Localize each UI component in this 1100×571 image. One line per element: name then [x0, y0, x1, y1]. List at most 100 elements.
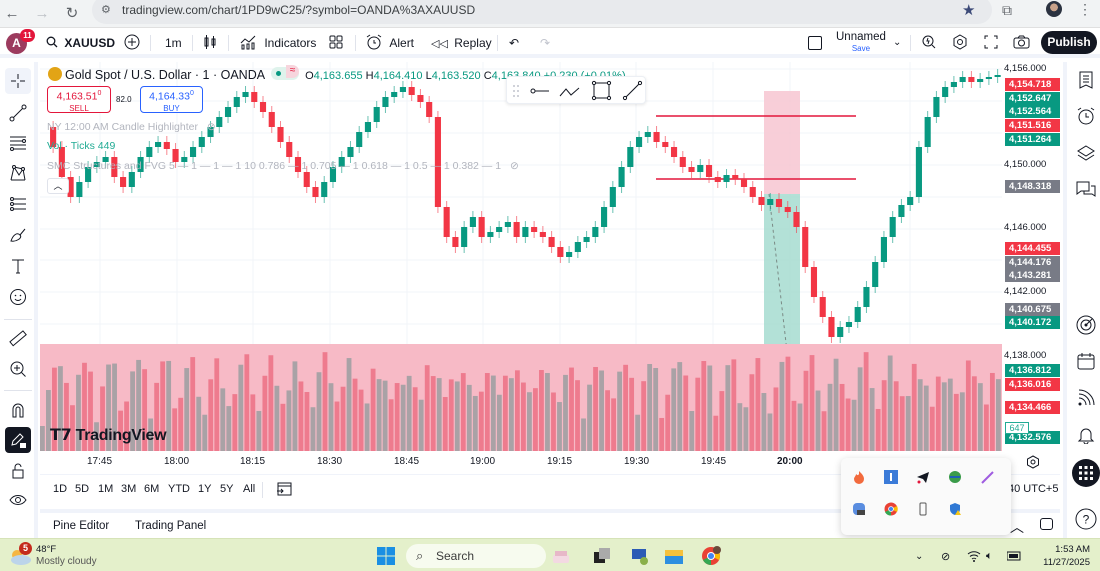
- clock[interactable]: 1:53 AM 11/27/2025: [1043, 544, 1090, 568]
- tab-pine-editor[interactable]: Pine Editor: [53, 520, 110, 532]
- compare-symbol-button[interactable]: [124, 28, 140, 58]
- snapshot-button[interactable]: [1013, 28, 1030, 58]
- layout-name-button[interactable]: Unnamed Save: [836, 31, 886, 55]
- bookmark-star-icon[interactable]: ★: [962, 2, 976, 19]
- network-globe-icon[interactable]: [947, 469, 963, 485]
- chrome-icon[interactable]: [883, 501, 899, 517]
- weather-widget[interactable]: 5 48°F Mostly cloudy: [8, 542, 97, 567]
- indicator-smc[interactable]: SMC Structures and FVG 5 — 1 — 1 — 1 10 …: [47, 160, 519, 172]
- fib-tool[interactable]: [5, 130, 31, 156]
- feather-pen-icon[interactable]: [979, 469, 995, 485]
- lock-all-tool[interactable]: [5, 458, 31, 484]
- trendline-tool[interactable]: [5, 100, 31, 126]
- pattern-tool[interactable]: [5, 160, 31, 186]
- layout-dropdown[interactable]: ⌄: [893, 28, 901, 58]
- alerts-button[interactable]: [1073, 103, 1099, 129]
- more-menu-icon[interactable]: ⋮: [1078, 1, 1092, 17]
- extensions-icon[interactable]: ⧉: [1002, 2, 1012, 18]
- chart-type-button[interactable]: [203, 28, 217, 58]
- info-app-icon[interactable]: [883, 469, 899, 485]
- axis-settings-icon[interactable]: [1026, 455, 1040, 474]
- volume-icon[interactable]: 🔈︎: [986, 549, 993, 562]
- calendar-button[interactable]: [1073, 348, 1099, 374]
- chrome-taskbar-icon[interactable]: [701, 545, 721, 567]
- lock-drawings-tool[interactable]: [5, 427, 31, 453]
- chats-button[interactable]: [1073, 177, 1099, 203]
- emoji-tool[interactable]: [5, 284, 31, 310]
- object-tree-button[interactable]: [1073, 140, 1099, 166]
- range-5y[interactable]: 5Y: [220, 483, 234, 495]
- timezone-label[interactable]: 40 UTC+5: [1008, 483, 1059, 495]
- apps-grid-button[interactable]: [1072, 459, 1100, 487]
- eye-hidden-icon[interactable]: ⊘: [206, 121, 216, 133]
- file-explorer-icon[interactable]: [665, 545, 683, 567]
- zoom-tool[interactable]: [5, 356, 31, 382]
- range-ytd[interactable]: YTD: [168, 483, 190, 495]
- usb-drive-icon[interactable]: [915, 501, 931, 517]
- profile-avatar[interactable]: [1046, 1, 1062, 17]
- eye-hidden-icon[interactable]: ⊘: [510, 160, 519, 172]
- screener-button[interactable]: [1073, 312, 1099, 338]
- news-button[interactable]: [1073, 385, 1099, 411]
- brush-tool[interactable]: [5, 222, 31, 248]
- battery-icon[interactable]: [1007, 545, 1023, 567]
- telegram-like-icon[interactable]: [915, 469, 931, 485]
- goto-date-icon[interactable]: [276, 481, 292, 502]
- cake-app-icon[interactable]: [551, 545, 571, 567]
- maximize-panel-icon[interactable]: [1040, 518, 1053, 530]
- undo-button[interactable]: ↶: [509, 28, 519, 58]
- back-arrow-icon[interactable]: ←: [4, 5, 20, 22]
- save-link[interactable]: Save: [851, 44, 871, 53]
- publish-button[interactable]: Publish: [1041, 31, 1097, 54]
- forward-arrow-icon[interactable]: →: [34, 5, 50, 22]
- price-axis[interactable]: 4,156.000 4,150.000 4,146.000 4,142.000 4,13…: [1002, 62, 1060, 451]
- text-tool[interactable]: [5, 253, 31, 279]
- notifications-button[interactable]: [1073, 422, 1099, 448]
- range-3m[interactable]: 3M: [121, 483, 137, 495]
- replay-button[interactable]: ◁◁ Replay: [431, 28, 492, 58]
- symbol-search-button[interactable]: XAUUSD: [46, 28, 115, 58]
- redo-button[interactable]: ↷: [540, 28, 550, 58]
- watchlist-button[interactable]: [1073, 67, 1099, 93]
- help-button[interactable]: ?: [1073, 506, 1099, 532]
- tray-overflow-button[interactable]: ⌄: [915, 545, 923, 567]
- site-settings-icon[interactable]: ⚙: [101, 4, 111, 16]
- layouts-button[interactable]: [329, 28, 343, 58]
- reload-icon[interactable]: ↻: [65, 5, 79, 22]
- chevron-up-icon[interactable]: ︿: [1010, 519, 1024, 535]
- layout-checkbox[interactable]: [808, 28, 822, 58]
- indicator-candle-highlighter[interactable]: NY 12:00 AM Candle Highlighter ⊘: [47, 121, 216, 133]
- taskbar-search[interactable]: ⌕ Search: [406, 544, 546, 568]
- collapse-legend-button[interactable]: ︿: [47, 178, 69, 194]
- magnet-tool[interactable]: [5, 397, 31, 423]
- crosshair-tool[interactable]: [5, 68, 31, 94]
- range-6m[interactable]: 6M: [144, 483, 160, 495]
- hide-drawings-tool[interactable]: [5, 488, 31, 514]
- range-5d[interactable]: 5D: [75, 483, 90, 495]
- defender-warning-icon[interactable]: [947, 501, 963, 517]
- quick-search-button[interactable]: [921, 28, 937, 58]
- buy-button[interactable]: 4,164.330 BUY: [140, 86, 203, 113]
- alert-button[interactable]: Alert: [366, 28, 414, 58]
- range-all[interactable]: All: [243, 483, 256, 495]
- copilot-like-icon[interactable]: [851, 501, 867, 517]
- indicators-button[interactable]: Indicators: [240, 28, 316, 58]
- indicator-volume[interactable]: Vol · Ticks 449: [47, 140, 116, 152]
- start-button[interactable]: [377, 545, 395, 567]
- range-1d[interactable]: 1D: [53, 483, 68, 495]
- market-status-pill[interactable]: [271, 65, 300, 80]
- fullscreen-button[interactable]: [984, 28, 998, 58]
- task-view-icon[interactable]: [594, 545, 610, 567]
- sell-button[interactable]: 4,163.510 SELL: [47, 86, 111, 113]
- address-bar[interactable]: ⚙ tradingview.com/chart/1PD9wC25/?symbol…: [92, 0, 992, 24]
- range-1y[interactable]: 1Y: [198, 483, 212, 495]
- network-off-icon[interactable]: ⊘: [941, 550, 951, 563]
- chart-canvas[interactable]: [40, 62, 1002, 451]
- measure-tool[interactable]: [5, 326, 31, 352]
- wifi-icon[interactable]: [967, 545, 981, 567]
- settings-button[interactable]: [952, 28, 968, 58]
- remote-desktop-icon[interactable]: [631, 545, 649, 567]
- range-1m[interactable]: 1M: [98, 483, 114, 495]
- tab-trading-panel[interactable]: Trading Panel: [135, 520, 207, 532]
- symbol-legend[interactable]: Gold Spot / U.S. Dollar · 1 · OANDAO4,16…: [48, 65, 626, 82]
